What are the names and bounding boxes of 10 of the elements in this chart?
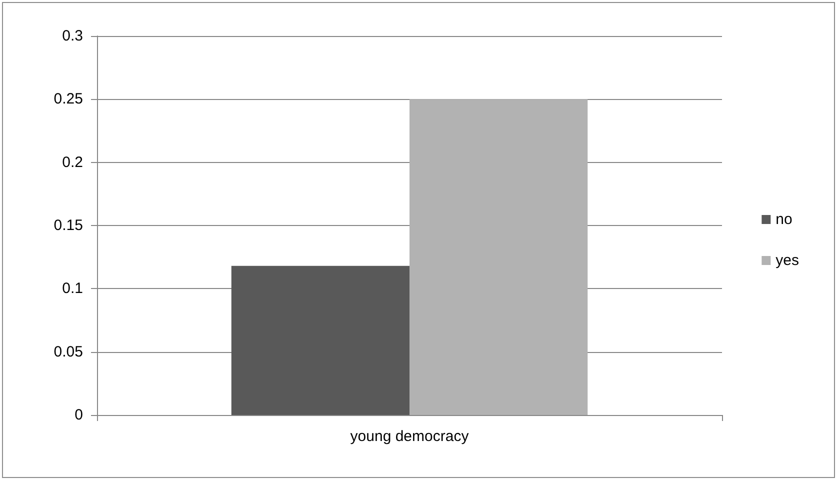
y-tick-label: 0.3	[62, 28, 83, 44]
x-tick-label: young democracy	[350, 428, 470, 445]
y-tick-label: 0.15	[54, 217, 83, 234]
legend-label: no	[776, 211, 792, 228]
y-tick-label: 0.1	[62, 280, 83, 298]
y-tick-label: 0	[74, 406, 83, 424]
y-tick-label: 0.25	[54, 90, 83, 108]
y-tick-label: 0.2	[62, 154, 83, 171]
legend-label: yes	[776, 252, 799, 269]
y-tick-label: 0.05	[54, 343, 83, 360]
